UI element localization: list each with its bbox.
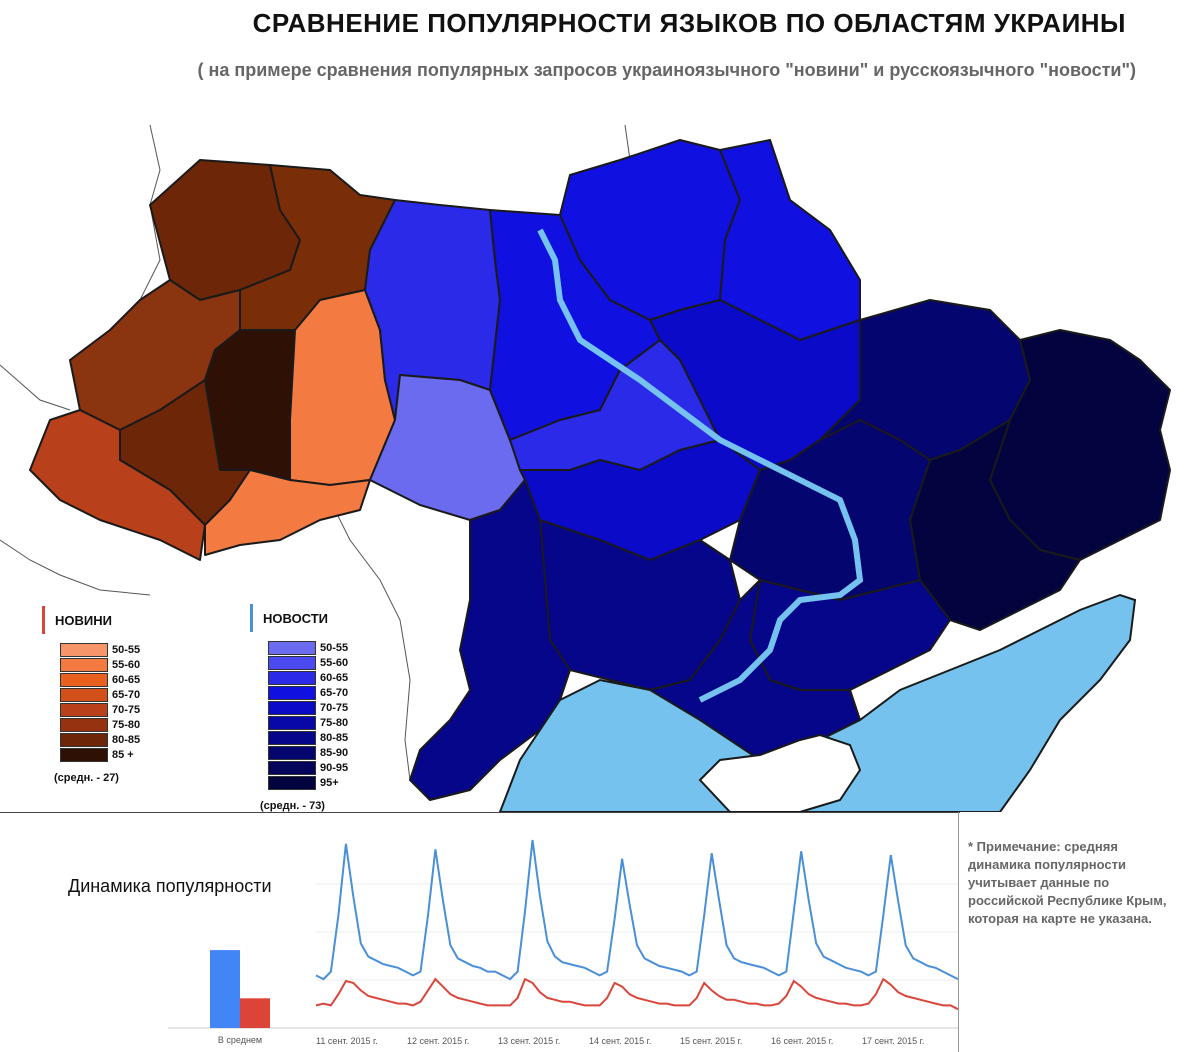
legend-swatch	[268, 760, 316, 775]
dynamics-title: Динамика популярности	[68, 876, 272, 896]
legend-row: 55-60	[268, 655, 348, 670]
legend-swatch	[268, 670, 316, 685]
note-text: * Примечание: средняя динамика популярно…	[968, 839, 1167, 926]
region-chernivtsi	[204, 469, 371, 556]
legend-row: 95+	[268, 775, 348, 790]
legend-novyny-average: (средн. - 27)	[54, 772, 119, 784]
legend-row: 70-75	[60, 702, 140, 717]
legend-swatch	[268, 685, 316, 700]
x-tick-label: 17 сент. 2015 г.	[862, 1036, 925, 1046]
x-tick-label: 12 сент. 2015 г.	[407, 1036, 470, 1046]
legend-swatch	[268, 730, 316, 745]
black-sea	[498, 593, 1137, 812]
legend-range-label: 50-55	[320, 641, 349, 654]
page-subtitle: ( на примере сравнения популярных запрос…	[197, 60, 1136, 80]
avg-bar-novosti	[210, 950, 240, 1028]
x-tick-label: 13 сент. 2015 г.	[498, 1036, 561, 1046]
legend-range-label: 75-80	[112, 718, 141, 731]
x-tick-label: 16 сент. 2015 г.	[771, 1036, 834, 1046]
region-zaporizhzhia	[749, 579, 951, 691]
dnipro-river	[537, 228, 864, 703]
legend-row: 60-65	[60, 672, 140, 687]
legend-swatch	[60, 672, 108, 687]
legend-range-label: 70-75	[112, 703, 141, 716]
legend-row: 50-55	[268, 640, 348, 655]
legend-row: 80-85	[268, 730, 348, 745]
legend-row: 75-80	[268, 715, 348, 730]
avg-label: В среднем	[218, 1035, 262, 1045]
series-line-novosti	[315, 839, 959, 981]
legend-row: 85-90	[268, 745, 348, 760]
legend-novosti-title: НОВОСТИ	[263, 610, 329, 626]
crimea	[698, 733, 862, 812]
legend-row: 60-65	[268, 670, 348, 685]
legend-swatch	[60, 717, 108, 732]
x-tick-label: 11 сент. 2015 г.	[316, 1036, 378, 1046]
legend-swatch	[268, 715, 316, 730]
legend-novosti-rows: 50-55 55-60 60-65 65-70 70-75 75-80 80-85 85-90…	[268, 640, 348, 790]
legend-row: 65-70	[268, 685, 348, 700]
legend-row: 90-95	[268, 760, 348, 775]
legend-novyny: НОВИНИ 50-55 55-60 60-65 65-70 70-75 75-80 80-…	[42, 606, 140, 784]
legend-novosti: НОВОСТИ 50-55 55-60 60-65 65-70 70-75 75-80 80…	[250, 604, 348, 812]
legend-range-label: 70-75	[320, 701, 349, 714]
legend-swatch	[60, 747, 108, 762]
legend-swatch	[268, 775, 316, 790]
legend-range-label: 60-65	[320, 671, 349, 684]
legend-range-label: 80-85	[112, 733, 141, 746]
legend-range-label: 80-85	[320, 731, 349, 744]
legend-range-label: 50-55	[112, 643, 141, 656]
legend-novosti-mark	[250, 604, 253, 632]
x-tick-label: 14 сент. 2015 г.	[589, 1036, 652, 1046]
legend-range-label: 55-60	[320, 656, 349, 669]
sea	[498, 228, 1137, 812]
legend-novyny-mark	[42, 606, 45, 634]
legend-row: 70-75	[268, 700, 348, 715]
legend-row: 65-70	[60, 687, 140, 702]
dynamics-chart: В среднем	[168, 839, 959, 1045]
legend-range-label: 95+	[320, 776, 339, 789]
legend-swatch	[60, 702, 108, 717]
page-title: СРАВНЕНИЕ ПОПУЛЯРНОСТИ ЯЗЫКОВ ПО ОБЛАСТЯ…	[252, 8, 1126, 38]
legend-range-label: 60-65	[112, 673, 141, 686]
legend-swatch	[60, 657, 108, 672]
note-divider	[958, 812, 959, 1052]
legend-swatch	[60, 732, 108, 747]
legend-swatch	[60, 687, 108, 702]
legend-range-label: 65-70	[320, 686, 349, 699]
region-odesa	[409, 479, 571, 801]
legend-row: 75-80	[60, 717, 140, 732]
ukraine-map	[0, 124, 1171, 812]
section-divider	[0, 812, 960, 813]
x-tick-label: 15 сент. 2015 г.	[680, 1036, 743, 1046]
legend-range-label: 75-80	[320, 716, 349, 729]
legend-range-label: 85-90	[320, 746, 349, 759]
legend-row: 85 +	[60, 747, 140, 762]
legend-swatch	[60, 642, 108, 657]
legend-swatch	[268, 640, 316, 655]
legend-swatch	[268, 745, 316, 760]
legend-row: 50-55	[60, 642, 140, 657]
legend-range-label: 85 +	[112, 748, 134, 761]
avg-bar-novyny	[240, 998, 270, 1028]
legend-range-label: 90-95	[320, 761, 349, 774]
legend-range-label: 65-70	[112, 688, 141, 701]
chart-gridlines	[316, 883, 958, 981]
legend-row: 80-85	[60, 732, 140, 747]
legend-row: 55-60	[60, 657, 140, 672]
legend-range-label: 55-60	[112, 658, 141, 671]
regions-center-east	[364, 139, 1171, 801]
legend-novyny-title: НОВИНИ	[55, 612, 112, 628]
series-line-novyny	[315, 977, 959, 1011]
legend-novyny-rows: 50-55 55-60 60-65 65-70 70-75 75-80 80-85 85 +	[60, 642, 140, 762]
legend-novosti-average: (средн. - 73)	[260, 800, 325, 812]
region-zakarpattia	[29, 409, 206, 561]
regions-west	[29, 159, 396, 561]
legend-swatch	[268, 655, 316, 670]
legend-swatch	[268, 700, 316, 715]
